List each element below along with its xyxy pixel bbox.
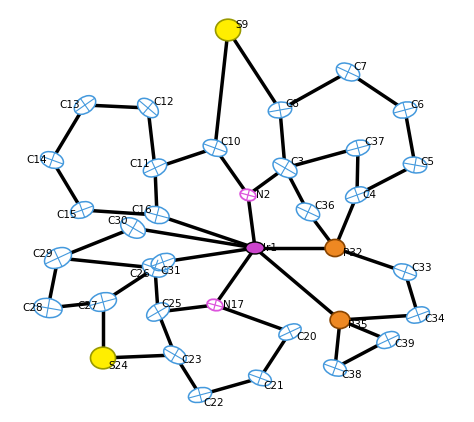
Ellipse shape <box>146 303 169 321</box>
Ellipse shape <box>296 203 319 221</box>
Text: C28: C28 <box>22 303 43 313</box>
Ellipse shape <box>90 292 117 311</box>
Text: P35: P35 <box>348 320 367 330</box>
Text: C14: C14 <box>27 155 47 165</box>
Ellipse shape <box>45 248 72 268</box>
Ellipse shape <box>240 189 256 201</box>
Ellipse shape <box>407 307 429 323</box>
Text: C21: C21 <box>263 381 283 391</box>
Ellipse shape <box>330 311 350 329</box>
Text: N2: N2 <box>256 190 270 200</box>
Ellipse shape <box>164 346 186 364</box>
Ellipse shape <box>273 158 297 178</box>
Ellipse shape <box>145 206 169 224</box>
Ellipse shape <box>216 19 240 41</box>
Ellipse shape <box>246 242 264 254</box>
Ellipse shape <box>203 140 227 157</box>
Ellipse shape <box>325 239 345 257</box>
Ellipse shape <box>337 63 360 81</box>
Ellipse shape <box>91 347 116 369</box>
Text: C36: C36 <box>314 201 335 211</box>
Text: C34: C34 <box>424 314 445 324</box>
Text: C30: C30 <box>108 216 128 226</box>
Ellipse shape <box>324 360 346 376</box>
Text: C31: C31 <box>160 266 181 276</box>
Text: C13: C13 <box>59 100 80 110</box>
Ellipse shape <box>137 98 158 118</box>
Ellipse shape <box>279 324 301 340</box>
Text: C25: C25 <box>161 299 182 309</box>
Text: C39: C39 <box>394 339 415 349</box>
Text: C3: C3 <box>290 157 304 167</box>
Text: C16: C16 <box>131 205 152 215</box>
Text: C6: C6 <box>410 100 424 110</box>
Ellipse shape <box>377 332 399 349</box>
Text: C37: C37 <box>364 137 384 147</box>
Text: C26: C26 <box>129 269 150 279</box>
Ellipse shape <box>188 387 211 403</box>
Text: C4: C4 <box>362 190 376 200</box>
Text: C22: C22 <box>203 398 224 408</box>
Text: Ir1: Ir1 <box>263 243 277 253</box>
Text: C7: C7 <box>353 62 367 72</box>
Text: C27: C27 <box>77 301 98 311</box>
Ellipse shape <box>121 218 146 238</box>
Ellipse shape <box>393 264 417 280</box>
Text: C38: C38 <box>341 370 362 380</box>
Ellipse shape <box>151 253 175 271</box>
Ellipse shape <box>143 159 167 177</box>
Text: C12: C12 <box>153 97 173 107</box>
Ellipse shape <box>71 202 93 219</box>
Text: C33: C33 <box>411 263 432 273</box>
Text: S24: S24 <box>108 361 128 371</box>
Ellipse shape <box>403 157 427 173</box>
Ellipse shape <box>346 187 368 203</box>
Text: C5: C5 <box>420 157 434 167</box>
Ellipse shape <box>207 299 223 311</box>
Text: C15: C15 <box>56 210 77 220</box>
Ellipse shape <box>393 102 417 118</box>
Text: P32: P32 <box>343 248 363 258</box>
Text: C11: C11 <box>129 159 150 169</box>
Text: S9: S9 <box>235 20 248 30</box>
Ellipse shape <box>248 370 272 386</box>
Ellipse shape <box>268 102 292 118</box>
Ellipse shape <box>142 259 168 277</box>
Ellipse shape <box>346 140 370 156</box>
Text: C29: C29 <box>32 249 53 259</box>
Text: N17: N17 <box>223 300 244 310</box>
Text: C8: C8 <box>285 99 299 109</box>
Ellipse shape <box>74 96 96 114</box>
Text: C23: C23 <box>181 355 201 365</box>
Text: C20: C20 <box>296 332 317 342</box>
Text: C10: C10 <box>220 137 240 147</box>
Ellipse shape <box>41 151 64 168</box>
Ellipse shape <box>34 298 62 318</box>
